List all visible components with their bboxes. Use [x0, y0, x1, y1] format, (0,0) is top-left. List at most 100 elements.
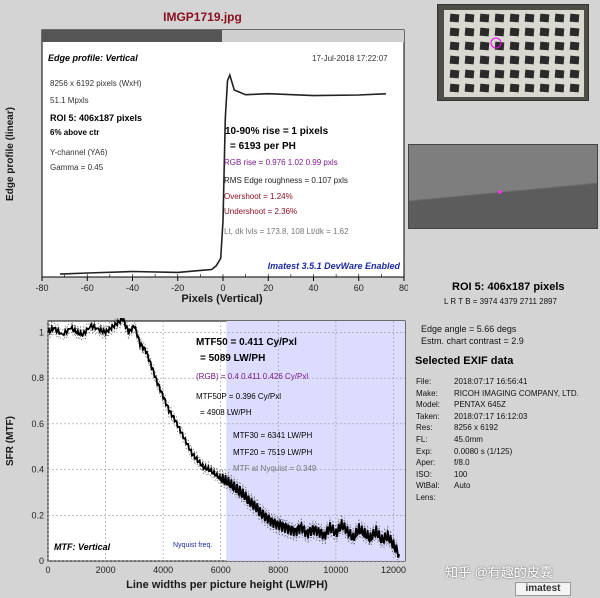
edge-plot-area [41, 29, 405, 278]
exif-row: Make: RICOH IMAGING COMPANY, LTD. [416, 389, 596, 400]
thumb-square [479, 27, 490, 37]
exif-row: File: 2018:07:17 16:56:41 [416, 377, 596, 388]
edge-xtick-label: 60 [354, 283, 364, 293]
mtf-ytick-label: 0.4 [31, 465, 44, 475]
mtf-ytick-label: 1 [39, 327, 44, 337]
thumb-square [479, 83, 490, 93]
exif-row: Aper: f/8.0 [416, 458, 596, 469]
exif-row: Res: 8256 x 6192 [416, 423, 596, 434]
imatest-version: Imatest 3.5.1 DevWare Enabled [268, 261, 401, 271]
right-roi: ROI 5: 406x187 pixels [452, 281, 565, 293]
thumb-square [524, 83, 535, 93]
watermark: 知乎 @有趣的皮囊 [445, 565, 553, 580]
mtf-line [47, 318, 401, 558]
edge-date: 17-Jul-2018 17:22:07 [312, 54, 388, 63]
edge-overshoot: Overshoot = 1.24% [224, 192, 293, 201]
edge-dark-band [42, 30, 222, 42]
thumb-square [524, 41, 535, 51]
exif-row: ISO: 100 [416, 470, 596, 481]
exif-title: Selected EXIF data [415, 355, 514, 367]
exif-label: WtBal: [416, 481, 440, 491]
mtf-ytick-label: 0.8 [31, 373, 44, 383]
edge-xtick-label: -80 [35, 283, 48, 293]
exif-label: Res: [416, 423, 433, 433]
thumb-square [524, 13, 535, 23]
mtf-rgb: (RGB) = 0.4 0.411 0.426 Cy/Pxl [196, 372, 308, 381]
thumb-square [479, 55, 490, 65]
chart-thumbnail-image [438, 5, 588, 100]
mtf-xtick-label: 2000 [96, 565, 116, 575]
edge-profile-line [60, 72, 386, 275]
thumb-square [449, 69, 460, 79]
edge-profile-chart: -80 -60 -40 -20 0 20 40 60 80 Edge profile: Vert… [5, 29, 408, 305]
thumb-square [464, 41, 475, 51]
thumb-square [464, 69, 475, 79]
exif-value: 8256 x 6192 [454, 423, 499, 433]
mtf50-lw: = 5089 LW/PH [200, 353, 265, 364]
exif-label: ISO: [416, 469, 433, 479]
thumb-square [569, 13, 580, 23]
exif-value: f/8.0 [454, 458, 470, 468]
thumb-square [554, 41, 565, 51]
exif-value: 2018:07:17 16:56:41 [454, 377, 528, 386]
mtf-xtick-label: 10000 [323, 565, 348, 575]
edge-mpxls: 51.1 Mpxls [50, 96, 89, 105]
exif-value: 2018:07:17 16:12:03 [454, 411, 528, 421]
thumb-square [509, 13, 520, 23]
thumb-square [509, 69, 520, 79]
exif-label: Lens: [416, 493, 436, 502]
thumb-square [509, 55, 520, 65]
exif-row: Taken: 2018:07:17 16:12:03 [416, 412, 596, 423]
exif-row: Lens: [416, 493, 596, 504]
exif-value: 100 [454, 469, 468, 479]
exif-value: RICOH IMAGING COMPANY, LTD. [454, 388, 579, 398]
thumb-square [539, 41, 550, 51]
exif-label: File: [416, 377, 432, 386]
thumb-square [449, 83, 460, 93]
exif-row: FL: 45.0mm [416, 435, 596, 446]
thumb-square [569, 55, 580, 65]
edge-roughness: RMS Edge roughness = 0.107 pxls [224, 176, 348, 185]
window-title: IMGP1719.jpg [163, 10, 242, 24]
thumb-square [449, 27, 460, 37]
mtf50p-lw: = 4908 LW/PH [200, 408, 252, 417]
nyquist-region [226, 321, 405, 561]
thumb-square [509, 41, 520, 51]
thumb-square [464, 83, 475, 93]
exif-row: WtBal: Auto [416, 481, 596, 492]
thumb-square [479, 69, 490, 79]
thumb-square [539, 55, 550, 65]
edge-ylabel: Edge profile (linear) [5, 107, 16, 201]
edge-xtick-label: 0 [220, 283, 225, 293]
thumb-square [539, 83, 550, 93]
thumb-square [539, 27, 550, 37]
thumb-square [569, 83, 580, 93]
edge-rise-ph: = 6193 per PH [230, 141, 296, 152]
thumb-square [494, 83, 505, 93]
mtf-xlabel: Line widths per picture height (LW/PH) [126, 579, 328, 591]
mtf-xtick-label: 8000 [268, 565, 288, 575]
thumb-square [449, 13, 460, 23]
mtf-chart: 0 0.2 0.4 0.6 0.8 1 0 2000 4000 6000 8000 10000 1200… [5, 318, 406, 591]
edge-xtick-label: 20 [263, 283, 273, 293]
edge-rgb-rise: RGB rise = 0.976 1.02 0.99 pxls [224, 158, 338, 167]
edge-light-band [222, 30, 404, 42]
thumb-square [494, 27, 505, 37]
edge-xtick-label: 40 [308, 283, 318, 293]
edge-gamma: Gamma = 0.45 [50, 163, 104, 172]
edge-channel: Y-channel (YA6) [50, 148, 108, 157]
thumb-square [524, 69, 535, 79]
thumb-square [554, 69, 565, 79]
exif-label: Exp: [416, 446, 433, 456]
mtf-xtick-label: 12000 [381, 565, 406, 575]
thumb-square [524, 55, 535, 65]
mtf-ytick-label: 0.2 [31, 510, 44, 520]
nyquist-label: Nyquist freq. [173, 542, 212, 549]
thumb-square [509, 83, 520, 93]
edge-rise: 10-90% rise = 1 pixels [225, 126, 329, 137]
thumb-square [479, 13, 490, 23]
thumb-square [554, 55, 565, 65]
edge-xtick-label: -60 [81, 283, 94, 293]
thumb-square [569, 69, 580, 79]
mtf-xtick-label: 4000 [153, 565, 173, 575]
